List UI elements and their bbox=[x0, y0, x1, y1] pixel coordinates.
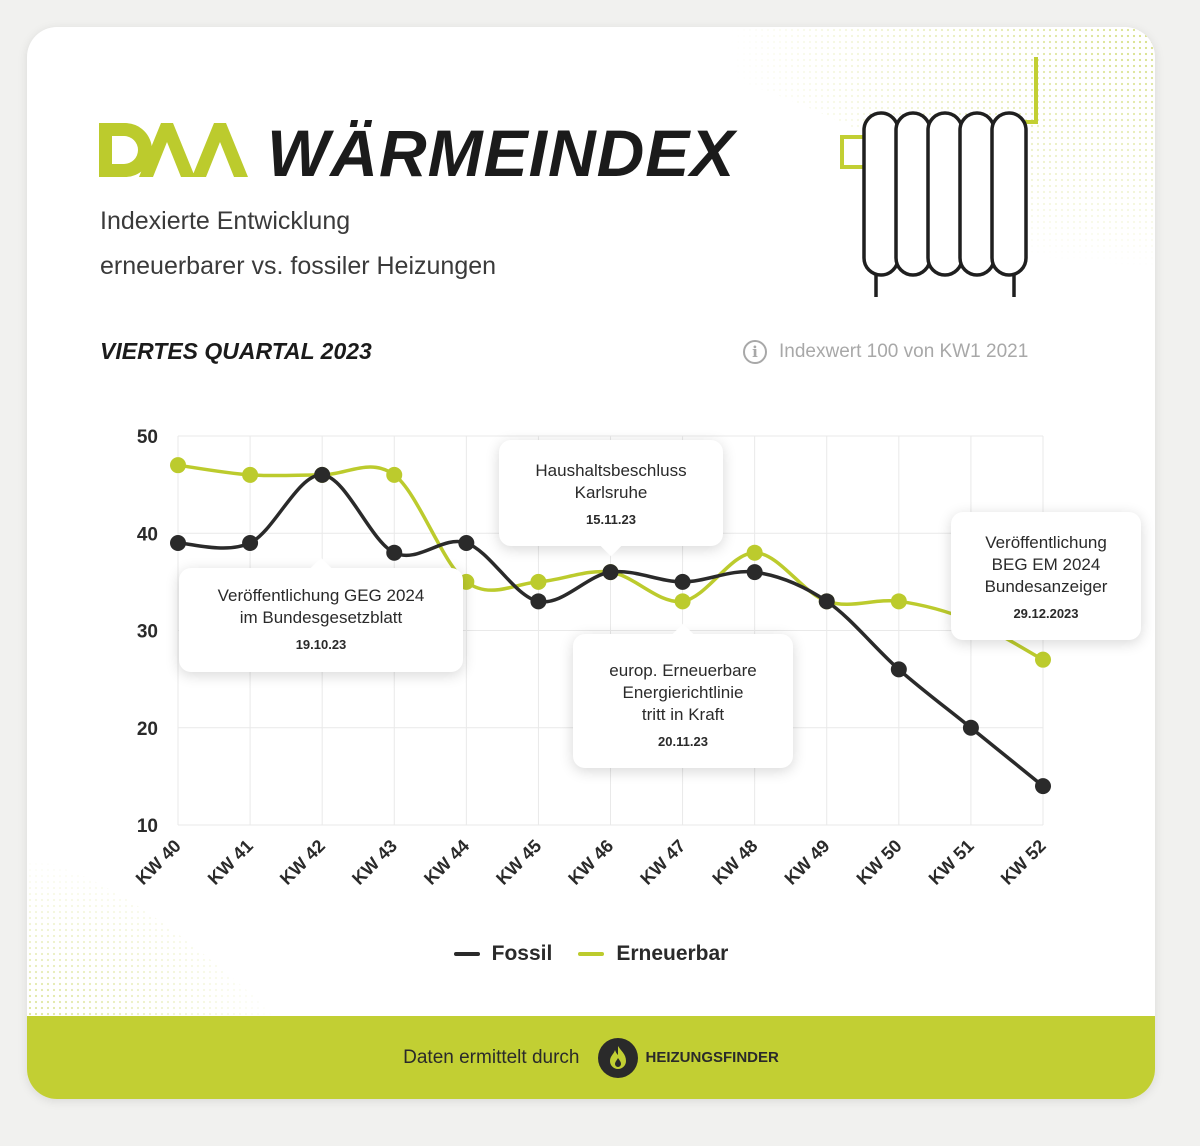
data-point-fossil bbox=[1035, 778, 1051, 795]
annotation-date: 20.11.23 bbox=[658, 734, 708, 749]
footer-text: Daten ermittelt durch bbox=[403, 1046, 580, 1068]
legend-swatch bbox=[578, 952, 605, 956]
data-point-erneuerbar bbox=[1035, 651, 1051, 668]
legend-swatch bbox=[453, 952, 480, 956]
data-point-erneuerbar bbox=[386, 466, 403, 483]
annotation-text: Karlsruhe bbox=[574, 483, 648, 502]
annotation-text: Energierichtlinie bbox=[622, 683, 744, 702]
data-point-erneuerbar bbox=[890, 593, 907, 610]
x-axis: KW 40 KW 41 KW 42 KW 43 KW 44 KW 45 KW 46 KW 47… bbox=[132, 836, 1050, 889]
legend-label: Fossil bbox=[491, 942, 553, 965]
legend-item-erneuerbar: Erneuerbar bbox=[578, 942, 728, 966]
annotation-date: 19.10.23 bbox=[295, 637, 347, 652]
y-tick-label: 50 bbox=[137, 427, 158, 448]
annotation-text: tritt in Kraft bbox=[641, 705, 725, 724]
x-tick-label: KW 46 bbox=[564, 836, 617, 889]
footer-brand: HEIZUNGSFINDER bbox=[645, 1049, 779, 1066]
infographic-card: WÄRMEINDEX Indexierte Entwicklung erneue… bbox=[27, 27, 1155, 1099]
annotation-date: 29.12.2023 bbox=[1013, 606, 1079, 621]
x-tick-label: KW 52 bbox=[997, 836, 1050, 889]
data-point-fossil bbox=[242, 534, 259, 551]
annotation-date: 15.11.23 bbox=[586, 512, 636, 527]
annotation-text: BEG EM 2024 bbox=[991, 555, 1101, 574]
page-subtitle: Indexierte Entwicklung erneuerbarer vs. … bbox=[100, 199, 496, 289]
subtitle-line: Indexierte Entwicklung bbox=[100, 207, 351, 235]
y-tick-label: 40 bbox=[137, 524, 158, 545]
flame-icon bbox=[597, 1037, 638, 1078]
annotation-haushaltsbeschluss: Haushaltsbeschluss Karlsruhe 15.11.23 bbox=[499, 440, 723, 557]
quarter-label: VIERTES QUARTAL 2023 bbox=[100, 338, 372, 364]
data-point-fossil bbox=[170, 534, 186, 551]
data-point-fossil bbox=[602, 564, 619, 581]
index-note-text: Indexwert 100 von KW1 2021 bbox=[779, 341, 1029, 362]
data-point-erneuerbar bbox=[674, 593, 691, 610]
data-point-fossil bbox=[674, 573, 691, 590]
data-point-erneuerbar bbox=[242, 466, 259, 483]
x-tick-label: KW 47 bbox=[636, 836, 689, 889]
x-tick-label: KW 51 bbox=[925, 836, 978, 889]
data-point-erneuerbar bbox=[170, 457, 186, 474]
data-point-fossil bbox=[746, 564, 763, 581]
annotation-text: Veröffentlichung GEG 2024 bbox=[217, 586, 425, 605]
x-tick-label: KW 45 bbox=[492, 836, 545, 889]
x-tick-label: KW 43 bbox=[348, 836, 401, 889]
legend-item-fossil: Fossil bbox=[453, 942, 553, 966]
y-tick-label: 30 bbox=[137, 622, 158, 643]
data-point-fossil bbox=[962, 719, 979, 736]
data-point-fossil bbox=[314, 466, 331, 483]
annotation-text: europ. Erneuerbare bbox=[609, 661, 757, 680]
x-tick-label: KW 41 bbox=[204, 836, 257, 889]
y-axis: 10 20 30 40 50 bbox=[137, 427, 158, 837]
data-point-fossil bbox=[530, 593, 547, 610]
data-point-fossil bbox=[458, 534, 475, 551]
data-point-fossil bbox=[818, 593, 835, 610]
annotation-geg-2024: Veröffentlichung GEG 2024 im Bundesgeset… bbox=[179, 557, 463, 672]
x-tick-label: KW 40 bbox=[132, 836, 185, 889]
info-icon: i bbox=[743, 340, 767, 364]
index-note: i Indexwert 100 von KW1 2021 bbox=[743, 338, 1028, 366]
x-tick-label: KW 49 bbox=[781, 836, 834, 889]
y-tick-label: 10 bbox=[137, 816, 158, 837]
data-point-fossil bbox=[386, 544, 403, 561]
legend-label: Erneuerbar bbox=[616, 942, 729, 965]
page-title: WÄRMEINDEX bbox=[267, 116, 736, 190]
x-tick-label: KW 42 bbox=[276, 836, 329, 889]
x-tick-label: KW 44 bbox=[420, 836, 473, 889]
annotation-text: Bundesanzeiger bbox=[984, 577, 1108, 596]
y-tick-label: 20 bbox=[137, 719, 158, 740]
x-tick-label: KW 48 bbox=[708, 836, 761, 889]
annotation-text: Haushaltsbeschluss bbox=[535, 461, 687, 480]
chart-legend: Fossil Erneuerbar bbox=[27, 942, 1155, 966]
radiator-icon bbox=[840, 57, 1038, 297]
data-point-erneuerbar bbox=[530, 573, 547, 590]
subtitle-line: erneuerbarer vs. fossiler Heizungen bbox=[100, 252, 497, 280]
annotation-text: im Bundesgesetzblatt bbox=[239, 608, 403, 627]
data-point-fossil bbox=[890, 661, 907, 678]
x-tick-label: KW 50 bbox=[853, 836, 906, 889]
footer-bar: Daten ermittelt durch HEIZUNGSFINDER bbox=[27, 1016, 1155, 1099]
annotation-text: Veröffentlichung bbox=[985, 533, 1107, 552]
daa-logo-icon bbox=[99, 123, 248, 177]
chart-series bbox=[170, 457, 1051, 795]
annotation-erneuerbare-richtlinie: europ. Erneuerbare Energierichtlinie tri… bbox=[573, 623, 793, 768]
annotation-beg-em-2024: Veröffentlichung BEG EM 2024 Bundesanzei… bbox=[951, 512, 1141, 640]
data-point-erneuerbar bbox=[746, 544, 763, 561]
